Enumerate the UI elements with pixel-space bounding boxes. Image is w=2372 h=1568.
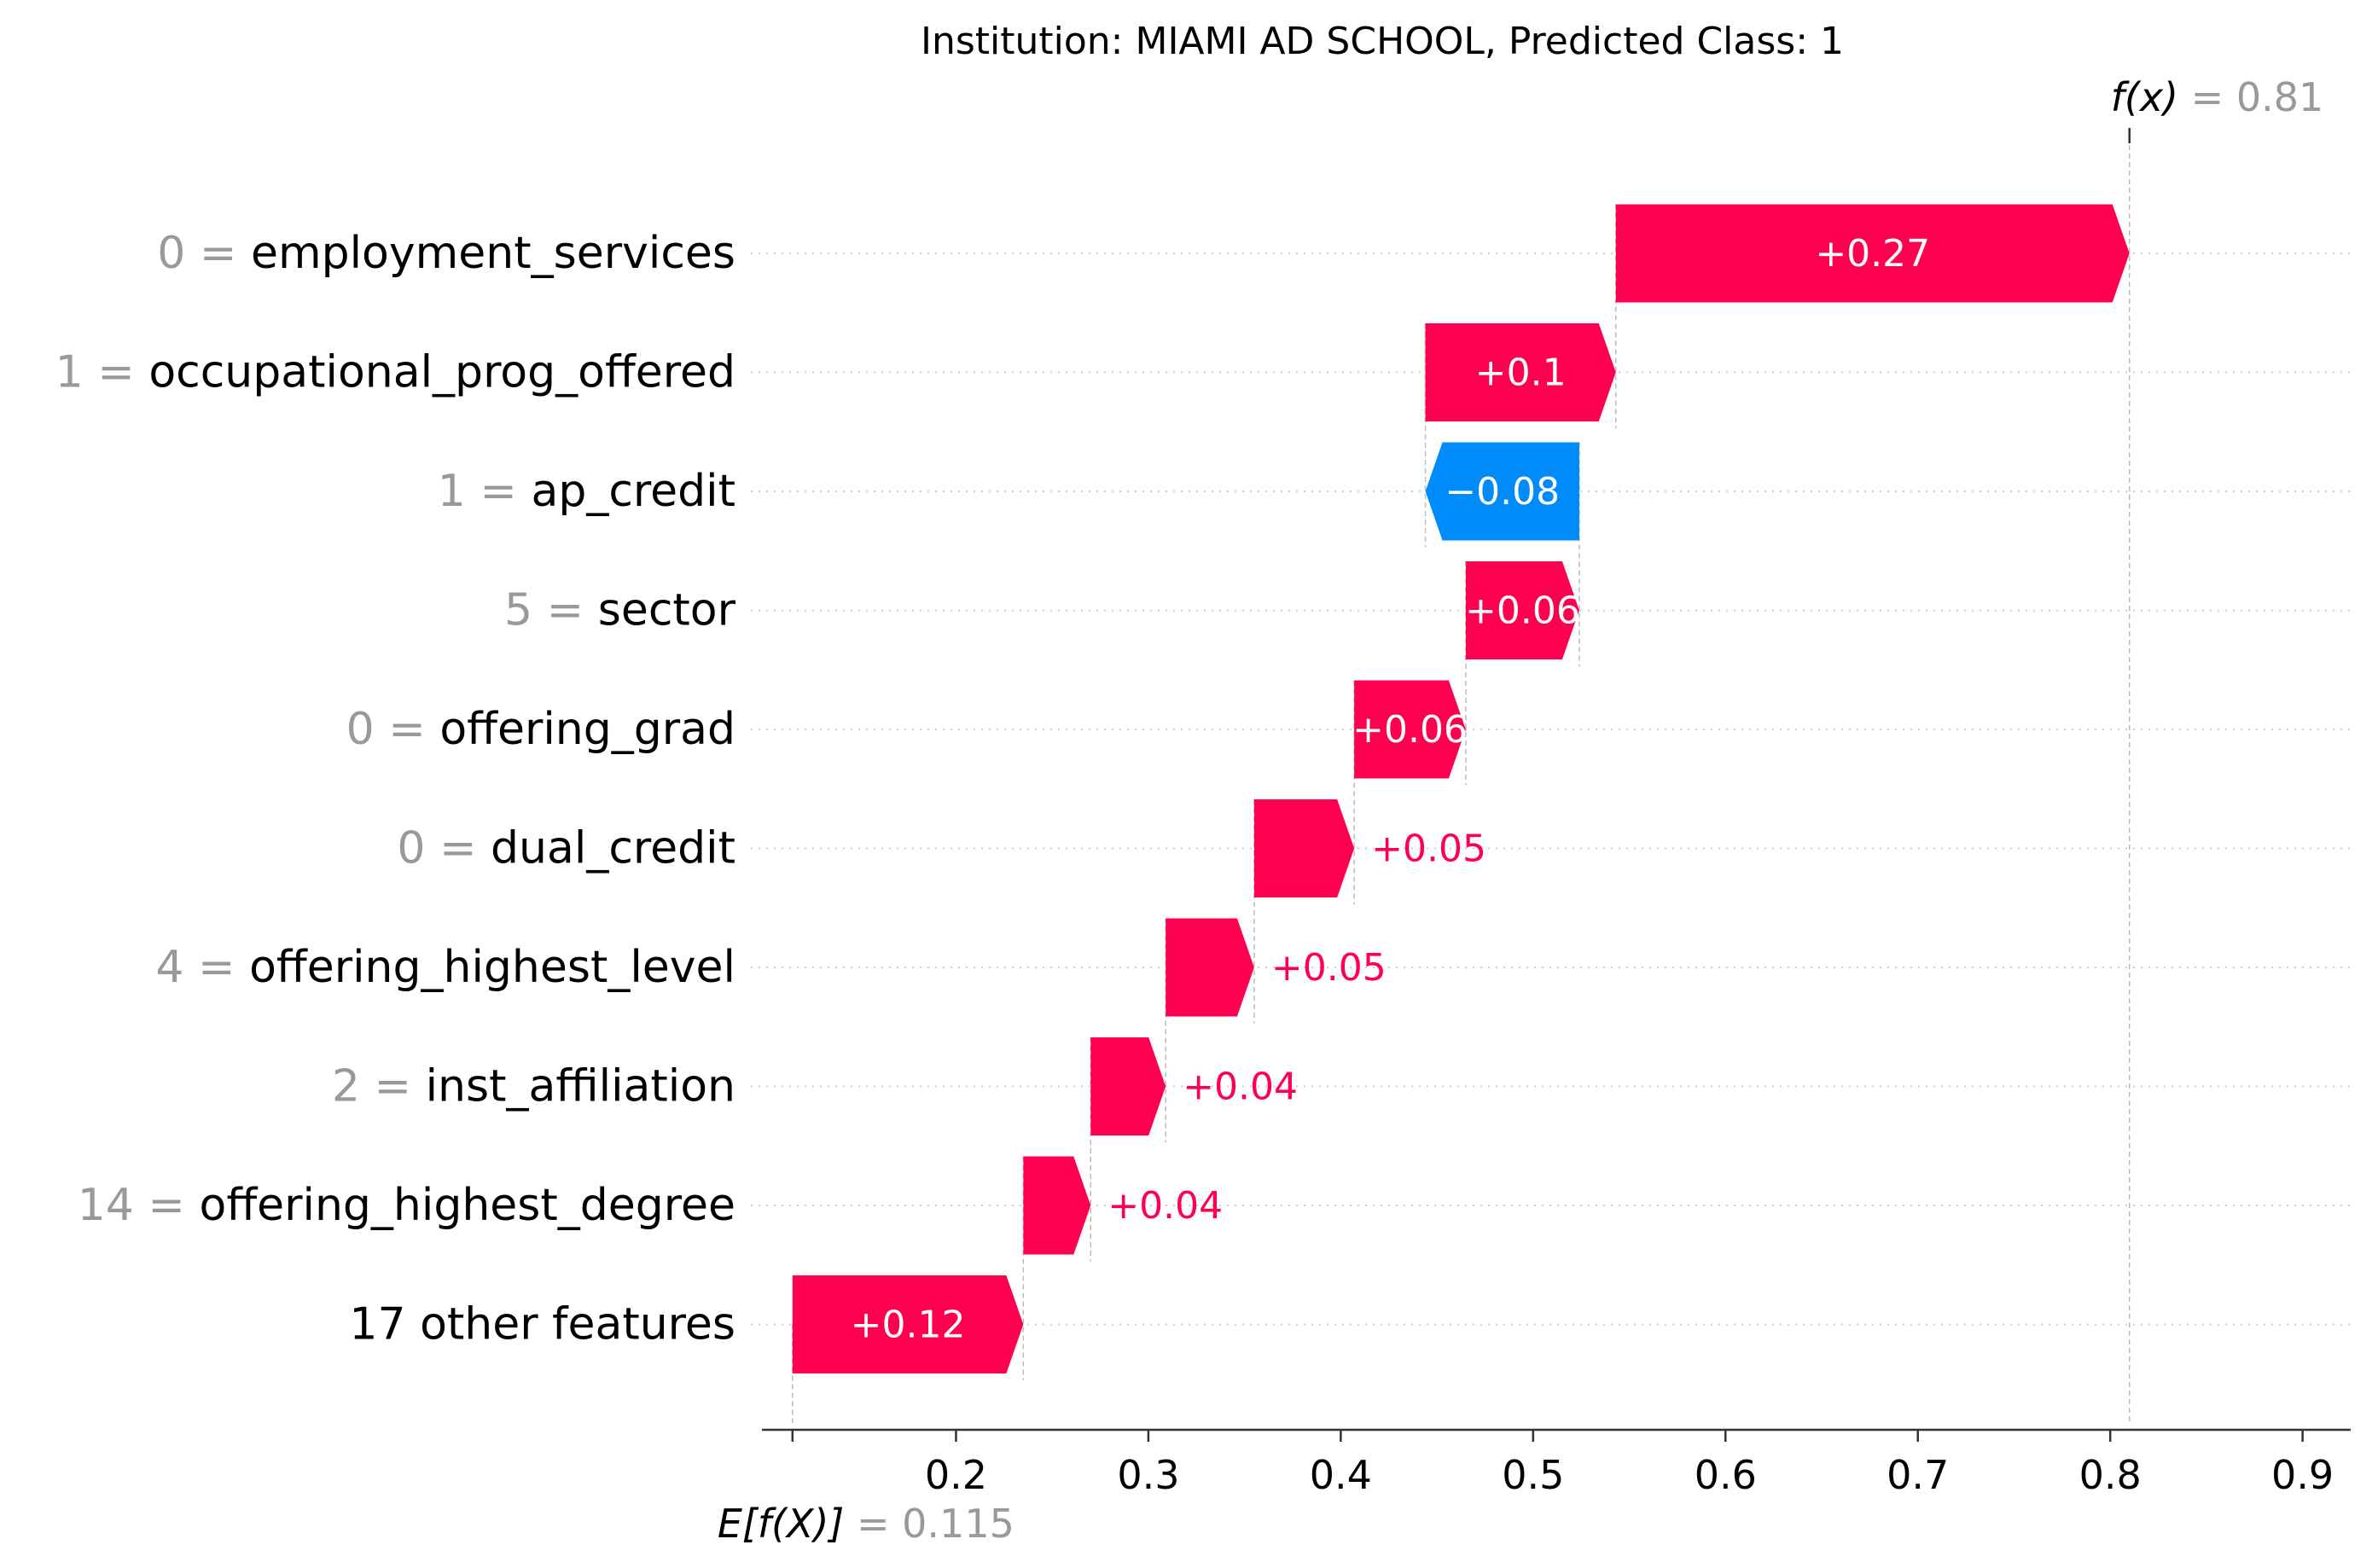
- feature-value: 5 =: [504, 585, 598, 636]
- feature-value: 0 =: [157, 228, 251, 279]
- feature-label: 2 = inst_affiliation: [332, 1061, 735, 1112]
- shap-bar: [1425, 323, 1616, 421]
- bar-value-label: +0.06: [1465, 589, 1580, 633]
- x-tick-label: 0.2: [925, 1452, 987, 1498]
- feature-name: ap_credit: [531, 466, 735, 517]
- feature-label: 1 = occupational_prog_offered: [55, 347, 735, 398]
- feature-name: employment_services: [251, 228, 735, 279]
- efx-annotation: E[f(X)] = 0.115: [718, 1501, 1014, 1547]
- feature-value: 2 =: [332, 1061, 426, 1112]
- chart-title: Institution: MIAMI AD SCHOOL, Predicted …: [921, 20, 1844, 63]
- bar-value-label: +0.04: [1108, 1184, 1223, 1228]
- x-tick-label: 0.9: [2271, 1452, 2334, 1498]
- feature-value: 1 =: [438, 466, 532, 517]
- feature-name: occupational_prog_offered: [148, 347, 735, 398]
- feature-label: 17 other features: [349, 1299, 735, 1350]
- feature-name: offering_grad: [439, 704, 735, 755]
- feature-value: 1 =: [55, 347, 149, 398]
- fx-symbol: f(x): [2111, 74, 2178, 120]
- shap-bar: [1465, 561, 1579, 659]
- feature-label: 5 = sector: [504, 585, 736, 636]
- feature-label: 1 = ap_credit: [438, 466, 735, 517]
- fx-label: f(x) = 0.81: [2111, 74, 2324, 120]
- efx-label: E[f(X)] = 0.115: [718, 1501, 1014, 1547]
- fx-annotation: f(x) = 0.81: [2111, 74, 2324, 143]
- bars-group: +0.27 +0.1 −0.08 +0.06 +0.06 +0.05 +0.05 +0.04 +…: [792, 204, 2130, 1373]
- feature-name: inst_affiliation: [426, 1061, 735, 1112]
- shap-bar: [1615, 204, 2130, 303]
- x-axis: 0.2 0.3 0.4 0.5 0.6 0.7 0.8 0.9: [762, 1428, 2351, 1498]
- feature-value: 0 =: [346, 704, 440, 755]
- efx-value: = 0.115: [844, 1501, 1014, 1547]
- feature-value: 4 =: [155, 942, 249, 993]
- shap-bar: [1090, 1037, 1166, 1135]
- bar-value-label: +0.05: [1271, 946, 1387, 990]
- feature-value: 14 =: [78, 1180, 200, 1231]
- shap-bar: [1425, 442, 1579, 541]
- shap-bar: [1166, 918, 1254, 1017]
- feature-name: dual_credit: [491, 823, 735, 874]
- feature-name: offering_highest_degree: [200, 1180, 736, 1231]
- feature-labels: 0 = employment_services 1 = occupational_…: [55, 228, 736, 1350]
- shap-bar: [1354, 680, 1466, 779]
- bar-value-label: +0.1: [1475, 351, 1567, 395]
- feature-value: 0 =: [397, 823, 491, 874]
- shap-bar: [1023, 1156, 1091, 1255]
- feature-name: sector: [598, 585, 736, 636]
- bar-value-label: −0.08: [1445, 470, 1560, 514]
- x-tick-label: 0.4: [1310, 1452, 1372, 1498]
- feature-name: offering_highest_level: [249, 942, 735, 993]
- feature-label: 0 = employment_services: [157, 228, 735, 279]
- feature-label: 4 = offering_highest_level: [155, 942, 735, 993]
- bar-value-label: +0.04: [1183, 1066, 1298, 1109]
- shap-bar: [1253, 799, 1355, 897]
- feature-label: 14 = offering_highest_degree: [78, 1180, 735, 1231]
- feature-name: 17 other features: [349, 1299, 735, 1350]
- bar-value-label: +0.05: [1371, 828, 1486, 871]
- x-tick-label: 0.6: [1695, 1452, 1757, 1498]
- shap-bar: [792, 1275, 1024, 1373]
- bar-value-label: +0.27: [1815, 232, 1930, 276]
- bar-value-label: +0.06: [1352, 708, 1468, 752]
- x-tick-label: 0.3: [1117, 1452, 1179, 1498]
- x-tick-label: 0.7: [1887, 1452, 1949, 1498]
- x-tick-label: 0.5: [1502, 1452, 1564, 1498]
- bar-value-label: +0.12: [851, 1304, 966, 1347]
- efx-symbol: E[f(X)]: [718, 1501, 845, 1547]
- feature-label: 0 = offering_grad: [346, 704, 735, 755]
- fx-value: = 0.81: [2178, 74, 2323, 120]
- x-tick-label: 0.8: [2079, 1452, 2142, 1498]
- feature-label: 0 = dual_credit: [397, 823, 735, 874]
